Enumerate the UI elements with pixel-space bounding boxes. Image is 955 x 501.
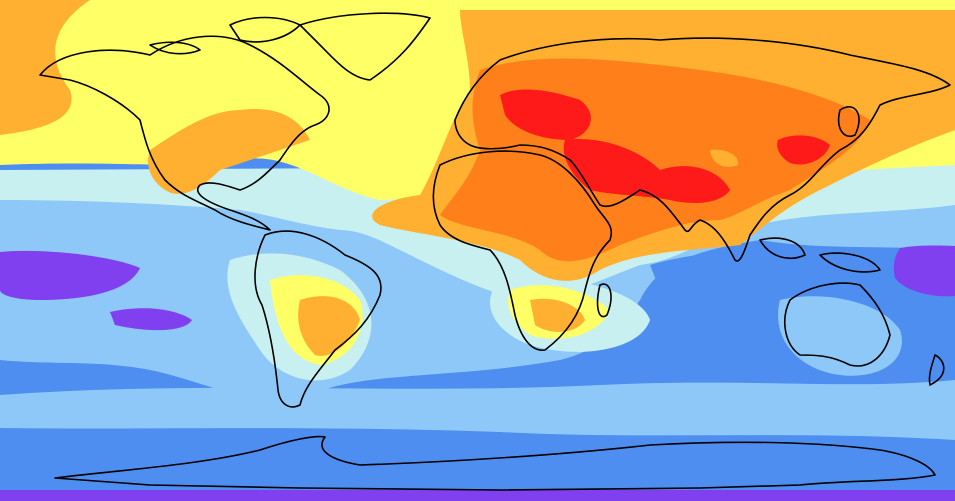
coast-arctic-islands [149,16,301,55]
patch-orange-pacific [0,0,90,135]
band-purple-south [0,490,955,501]
coast-south-america [254,230,382,408]
coast-japan [837,106,860,137]
patch-red-east-asia [777,135,830,165]
coast-madagascar [596,283,612,318]
patch-orange-tibet [710,149,739,167]
coast-southeast-asia [759,237,881,273]
coast-australia [784,282,891,367]
patch-purple-pacific-south [110,308,192,331]
patch-purple-pacific [0,250,140,300]
patch-red-south-asia [563,139,730,203]
coast-new-zealand [928,354,945,386]
patch-purple-pacific-east [893,245,955,297]
coast-eurasia [454,37,951,262]
patch-orange-north-america [148,109,310,194]
coast-greenland [299,12,431,81]
patch-blue-indian-ocean [650,249,868,299]
coast-africa [432,150,613,351]
patch-red-west-asia [500,89,591,140]
coast-antarctica [54,435,936,491]
patch-light-blue-pacific [0,296,90,345]
patch-orange-south-america [298,296,360,356]
coast-north-america [39,35,330,231]
